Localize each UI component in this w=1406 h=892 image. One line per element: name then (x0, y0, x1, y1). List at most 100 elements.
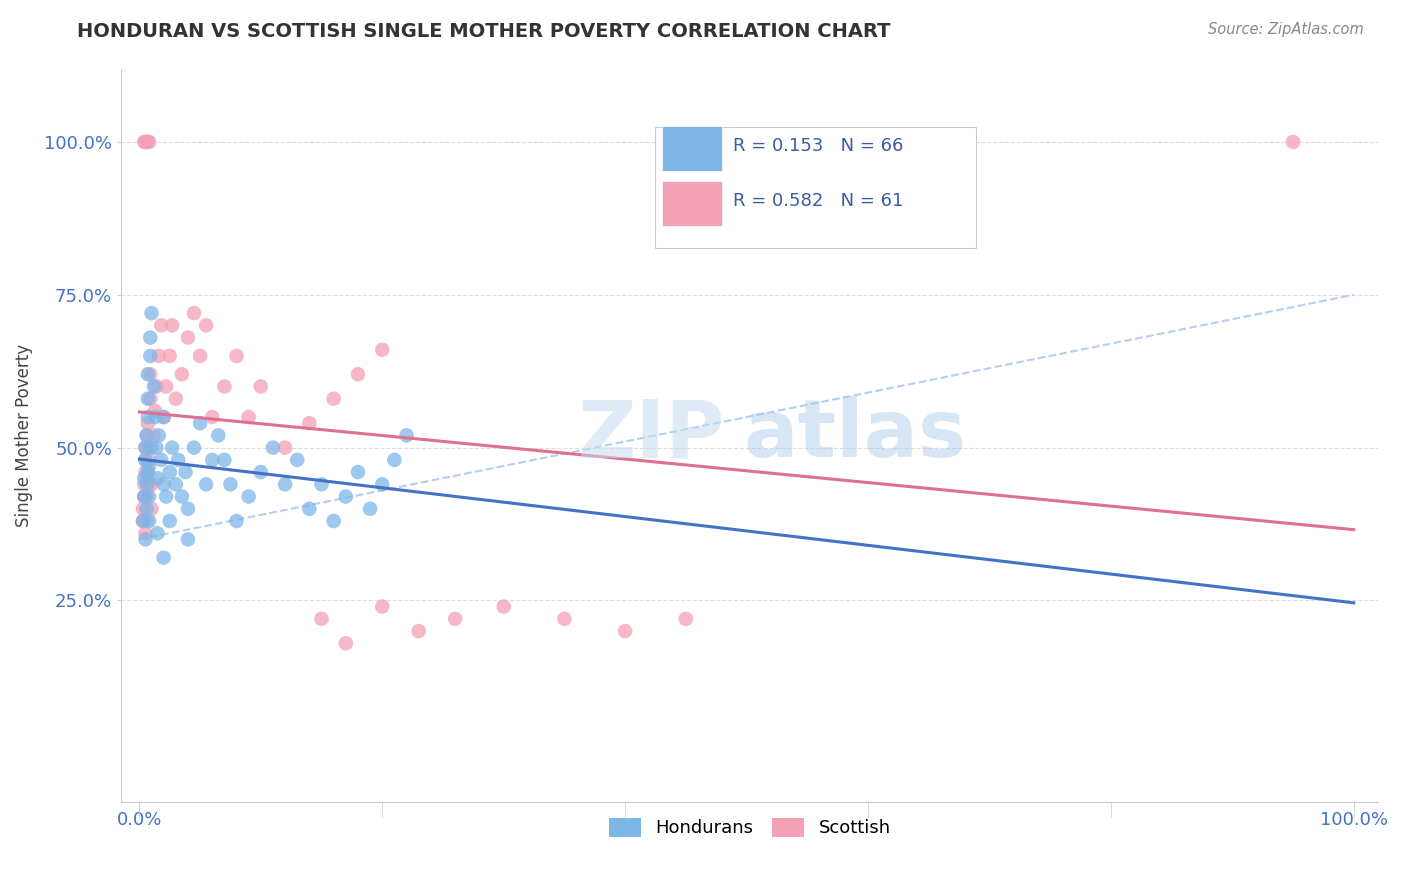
Point (165, 477, 187, 491)
Point (152, 410, 174, 425)
Point (249, 379, 271, 393)
Point (155, 379, 177, 393)
Point (444, 612, 467, 626)
Y-axis label: Single Mother Poverty: Single Mother Poverty (15, 343, 32, 527)
Point (134, 490, 156, 504)
Point (141, 501, 163, 516)
Point (207, 428, 229, 442)
Point (141, 441, 163, 455)
Point (136, 441, 159, 455)
Point (298, 416, 321, 430)
Point (159, 514, 181, 528)
Point (132, 514, 155, 528)
Point (322, 392, 344, 406)
Point (138, 458, 160, 473)
Point (174, 465, 197, 479)
Point (262, 441, 284, 455)
Point (135, 514, 157, 528)
Point (347, 368, 370, 382)
Point (134, 471, 156, 485)
Point (201, 453, 224, 467)
Point (219, 477, 242, 491)
Point (214, 379, 236, 393)
Point (152, 550, 174, 565)
Point (134, 477, 156, 491)
Point (138, 477, 160, 491)
Point (134, 441, 156, 455)
Point (132, 501, 155, 516)
Point (274, 441, 297, 455)
Point (134, 533, 156, 547)
Point (1282, 135, 1305, 149)
Point (195, 477, 218, 491)
Point (136, 465, 159, 479)
Point (238, 410, 260, 425)
Point (145, 379, 167, 393)
Point (311, 612, 333, 626)
Point (359, 501, 381, 516)
Point (135, 477, 157, 491)
Point (135, 490, 157, 504)
Point (382, 453, 405, 467)
Point (675, 612, 697, 626)
FancyBboxPatch shape (655, 128, 976, 248)
Point (143, 410, 166, 425)
Point (134, 465, 156, 479)
Point (138, 135, 160, 149)
Point (142, 379, 165, 393)
Point (141, 477, 163, 491)
FancyBboxPatch shape (662, 126, 721, 171)
Text: R = 0.582   N = 61: R = 0.582 N = 61 (734, 192, 904, 210)
Point (214, 453, 236, 467)
Point (160, 441, 183, 455)
Point (135, 428, 157, 442)
Point (138, 490, 160, 504)
Point (395, 428, 418, 442)
Point (285, 453, 308, 467)
Point (311, 477, 333, 491)
Point (195, 318, 218, 333)
Point (225, 349, 247, 363)
Point (183, 306, 205, 320)
Point (183, 441, 205, 455)
Point (143, 404, 166, 418)
Point (135, 501, 157, 516)
Point (139, 392, 162, 406)
Point (170, 490, 193, 504)
Point (148, 428, 170, 442)
Text: Source: ZipAtlas.com: Source: ZipAtlas.com (1208, 22, 1364, 37)
Point (371, 343, 394, 357)
Point (160, 318, 183, 333)
Point (136, 416, 159, 430)
Point (146, 471, 169, 485)
Point (139, 349, 162, 363)
Point (177, 533, 200, 547)
Point (152, 410, 174, 425)
Point (155, 490, 177, 504)
Point (371, 477, 394, 491)
Point (188, 349, 211, 363)
Point (145, 441, 167, 455)
Point (136, 410, 159, 425)
Point (134, 453, 156, 467)
Point (188, 416, 211, 430)
Point (150, 453, 173, 467)
Point (322, 514, 344, 528)
Point (177, 501, 200, 516)
Point (347, 465, 370, 479)
Point (134, 441, 156, 455)
Point (167, 453, 190, 467)
Point (274, 477, 297, 491)
Point (170, 368, 193, 382)
Point (142, 428, 165, 442)
Point (135, 135, 157, 149)
Text: ZIP: ZIP (578, 396, 724, 475)
Point (159, 465, 181, 479)
Point (135, 428, 157, 442)
Point (614, 624, 637, 638)
Point (335, 490, 357, 504)
Point (138, 453, 160, 467)
Point (136, 465, 159, 479)
Text: HONDURAN VS SCOTTISH SINGLE MOTHER POVERTY CORRELATION CHART: HONDURAN VS SCOTTISH SINGLE MOTHER POVER… (77, 22, 891, 41)
Point (139, 368, 162, 382)
